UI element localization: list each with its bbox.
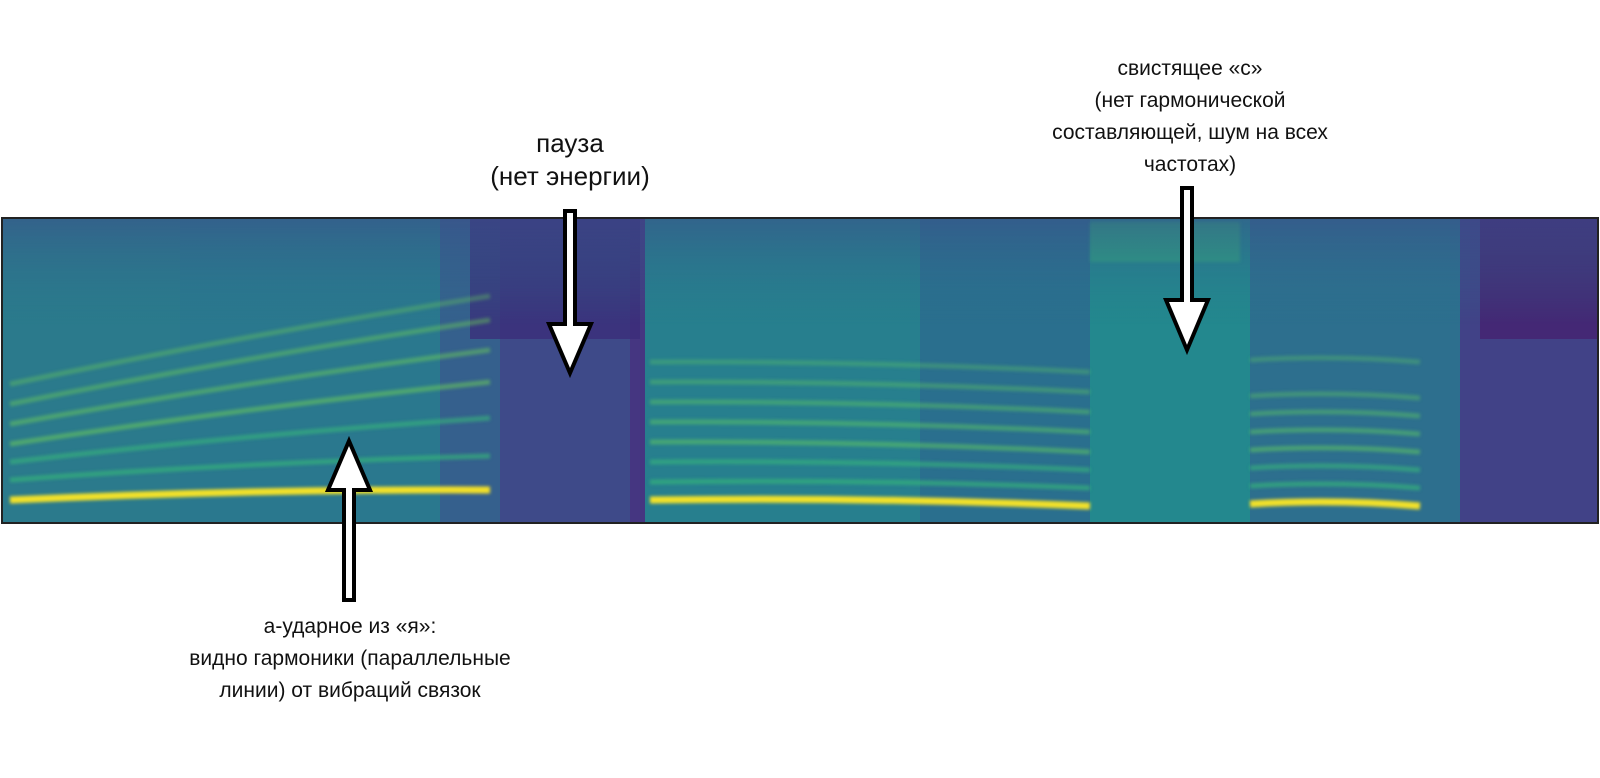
vowel-annotation-line-1: а-ударное из «я»: (263, 615, 437, 638)
pause-arrow (545, 209, 595, 379)
vowel-annotation-line-3: линии) от вибраций связок (219, 679, 481, 702)
spectrogram-top-shade (3, 219, 1597, 522)
sibilant-annotation: свистящее «с» (нет гармонической составл… (1000, 53, 1380, 181)
pause-annotation-line-2: (нет энергии) (490, 161, 650, 191)
sibilant-annotation-line-4: частотах) (1143, 153, 1237, 176)
sibilant-annotation-line-1: свистящее «с» (1117, 57, 1263, 80)
sibilant-annotation-line-2: (нет гармонической (1094, 89, 1286, 112)
spectrogram-border (1, 217, 1599, 524)
pause-annotation: пауза (нет энергии) (440, 127, 700, 193)
vowel-annotation: а-ударное из «я»: видно гармоники (парал… (140, 611, 560, 707)
pause-annotation-line-1: пауза (536, 128, 604, 158)
vowel-annotation-line-2: видно гармоники (параллельные (189, 647, 511, 670)
vowel-arrow (324, 435, 374, 602)
sibilant-arrow (1162, 186, 1212, 356)
sibilant-annotation-line-3: составляющей, шум на всех (1052, 121, 1328, 144)
